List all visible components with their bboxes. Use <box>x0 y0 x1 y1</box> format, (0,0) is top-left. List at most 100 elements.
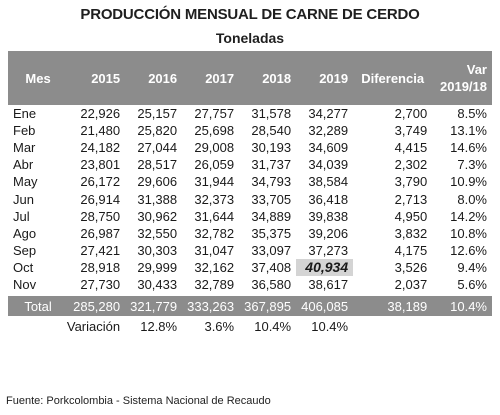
variation-2016: 12.8% <box>140 318 178 334</box>
cell-2019: 38,584 <box>308 174 349 190</box>
cell-mes: Feb <box>13 123 36 139</box>
header-2018: 2018 <box>239 51 297 105</box>
table-row: Sep 27,421 30,303 31,047 33,097 37,273 4,175 12… <box>8 242 492 259</box>
cell-2016: 30,303 <box>137 242 178 258</box>
cell-var: 10.8% <box>450 225 487 241</box>
cell-2018: 37,408 <box>251 259 292 275</box>
production-table: Mes 2015 2016 2017 2018 2019 Diferencia … <box>8 51 492 336</box>
cell-diferencia: 2,700 <box>394 106 428 122</box>
cell-2015: 21,480 <box>80 123 121 139</box>
cell-2016: 30,962 <box>137 208 178 224</box>
cell-mes: Jun <box>13 191 34 207</box>
cell-var: 13.1% <box>450 123 487 139</box>
table-row: May 26,172 29,606 31,944 34,793 38,584 3,790 10… <box>8 173 492 190</box>
cell-2017: 25,698 <box>194 123 235 139</box>
cell-2017: 26,059 <box>194 157 235 173</box>
cell-2019: 39,206 <box>308 225 349 241</box>
header-2019: 2019 <box>296 51 354 105</box>
cell-mes: Ago <box>13 225 37 241</box>
cell-2019: 34,609 <box>308 140 349 156</box>
total-row: Total 285,280 321,779 333,263 367,895 40… <box>8 296 492 317</box>
header-row: Mes 2015 2016 2017 2018 2019 Diferencia … <box>8 51 492 105</box>
cell-2017: 32,789 <box>194 276 235 292</box>
table-body: Ene 22,926 25,157 27,757 31,578 34,277 2,700 8.… <box>8 105 492 293</box>
cell-diferencia: 4,415 <box>394 140 428 156</box>
header-var: Var 2019/18 <box>432 51 492 105</box>
cell-diferencia: 2,713 <box>394 191 428 207</box>
cell-2015: 23,801 <box>80 157 121 173</box>
cell-2019: 36,418 <box>308 191 349 207</box>
total-2017: 333,263 <box>182 296 240 317</box>
cell-2015: 26,987 <box>80 225 121 241</box>
cell-mes: Ene <box>13 106 37 122</box>
variation-empty-2 <box>432 316 492 336</box>
cell-diferencia: 3,526 <box>394 259 428 275</box>
cell-var: 8.5% <box>457 106 487 122</box>
header-diferencia: Diferencia <box>353 51 433 105</box>
total-2018: 367,895 <box>239 296 297 317</box>
table-row: Oct 28,918 29,999 32,162 37,408 40,934 3,526 9.… <box>8 258 492 276</box>
cell-var: 14.6% <box>450 140 487 156</box>
total-diferencia: 38,189 <box>353 296 433 317</box>
cell-2017: 31,047 <box>194 242 235 258</box>
cell-mes: Oct <box>13 259 34 275</box>
cell-2017: 27,757 <box>194 106 235 122</box>
header-2015: 2015 <box>68 51 126 105</box>
total-2015: 285,280 <box>68 296 126 317</box>
table-row: Jun 26,914 31,388 32,373 33,705 36,418 2,713 8.… <box>8 190 492 207</box>
table-summary: Total 285,280 321,779 333,263 367,895 40… <box>8 293 492 336</box>
cell-diferencia: 3,749 <box>394 123 428 139</box>
table-row: Ene 22,926 25,157 27,757 31,578 34,277 2,700 8.… <box>8 105 492 122</box>
cell-var: 5.6% <box>457 276 487 292</box>
cell-diferencia: 3,832 <box>394 225 428 241</box>
cell-mes: Sep <box>13 242 37 258</box>
cell-var: 12.6% <box>450 242 487 258</box>
table-row: Nov 27,730 30,433 32,789 36,580 38,617 2,037 5.… <box>8 276 492 293</box>
cell-mes: Abr <box>13 157 34 173</box>
variation-label: Variación <box>66 318 121 334</box>
cell-mes: May <box>13 174 38 190</box>
variation-2017: 3.6% <box>204 318 235 334</box>
cell-2015: 26,914 <box>80 191 121 207</box>
cell-var: 10.9% <box>450 174 487 190</box>
cell-2015: 27,421 <box>80 242 121 258</box>
cell-2019: 37,273 <box>308 242 349 258</box>
cell-2018: 34,889 <box>251 208 292 224</box>
table-row: Abr 23,801 28,517 26,059 31,737 34,039 2,302 7.… <box>8 156 492 173</box>
cell-2017: 31,644 <box>194 208 235 224</box>
cell-2017: 31,944 <box>194 174 235 190</box>
total-2019: 406,085 <box>296 296 354 317</box>
cell-2017: 32,782 <box>194 225 235 241</box>
cell-2018: 34,793 <box>251 174 292 190</box>
cell-diferencia: 4,175 <box>394 242 428 258</box>
cell-2018: 36,580 <box>251 276 292 292</box>
cell-2016: 28,517 <box>137 157 178 173</box>
page-title: PRODUCCIÓN MENSUAL DE CARNE DE CERDO <box>80 6 420 23</box>
cell-diferencia: 3,790 <box>394 174 428 190</box>
cell-2016: 29,999 <box>137 259 178 275</box>
table-header: Mes 2015 2016 2017 2018 2019 Diferencia … <box>8 51 492 105</box>
variation-2018: 10.4% <box>254 318 292 334</box>
total-var: 10.4% <box>432 296 492 317</box>
cell-2016: 27,044 <box>137 140 178 156</box>
cell-2016: 29,606 <box>137 174 178 190</box>
cell-2018: 33,097 <box>251 242 292 258</box>
cell-2015: 24,182 <box>80 140 121 156</box>
cell-2015: 28,750 <box>80 208 121 224</box>
cell-2018: 28,540 <box>251 123 292 139</box>
cell-2016: 31,388 <box>137 191 178 207</box>
source-footer: Fuente: Porkcolombia - Sistema Nacional … <box>6 395 271 407</box>
cell-2017: 32,162 <box>194 259 235 275</box>
cell-2019: 38,617 <box>308 276 349 292</box>
cell-2018: 33,705 <box>251 191 292 207</box>
total-2016: 321,779 <box>125 296 183 317</box>
cell-diferencia: 4,950 <box>394 208 428 224</box>
cell-var: 9.4% <box>457 259 487 275</box>
cell-2017: 32,373 <box>194 191 235 207</box>
cell-2016: 25,157 <box>137 106 178 122</box>
cell-2016: 32,550 <box>137 225 178 241</box>
cell-2017: 29,008 <box>194 140 235 156</box>
table-row: Jul 28,750 30,962 31,644 34,889 39,838 4,950 14… <box>8 208 492 225</box>
cell-2018: 31,578 <box>251 106 292 122</box>
variation-2019: 10.4% <box>311 318 349 334</box>
